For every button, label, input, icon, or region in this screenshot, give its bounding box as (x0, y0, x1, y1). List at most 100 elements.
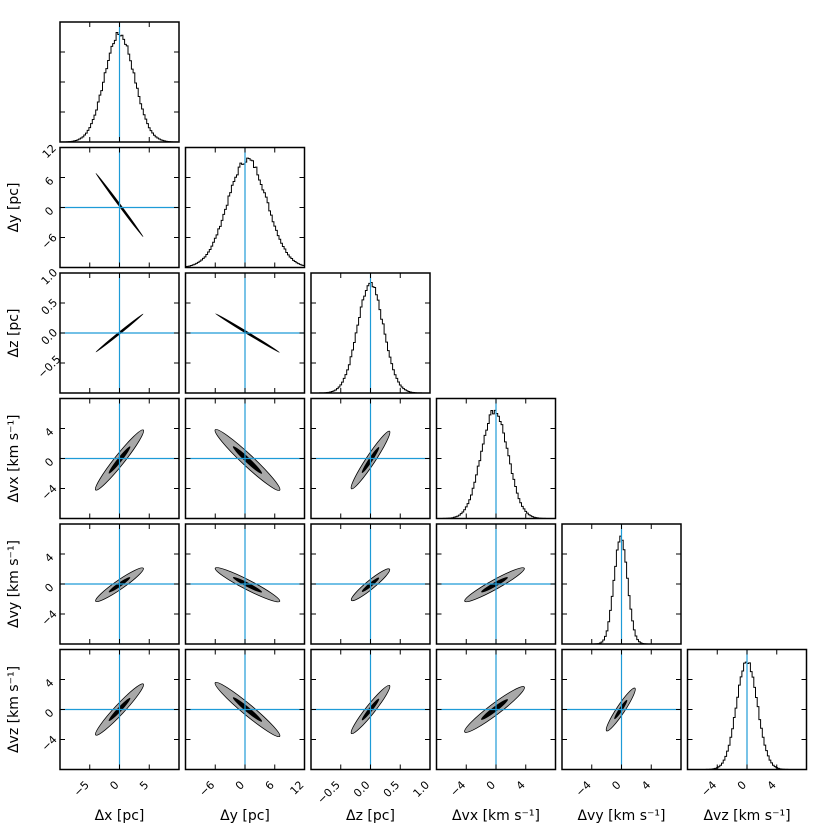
panel-content (60, 649, 179, 770)
panel-content (185, 524, 305, 644)
panel-dvz-dvy (561, 648, 682, 771)
y-tick-label: −4 (39, 733, 60, 754)
panel-dz-dy (184, 272, 306, 394)
x-tick-label: 0 (233, 778, 247, 792)
x-tick-label: 0.0 (351, 778, 373, 800)
y-tick-label: 0 (42, 581, 56, 595)
panel-dvz-dx (59, 648, 180, 771)
panel-dvx-dvx (435, 397, 557, 520)
panel-dvz-dvx (435, 648, 557, 771)
panel-frame (435, 523, 557, 645)
x-axis-label-dy: Δy [pc] (220, 808, 270, 824)
panel-frame (686, 648, 808, 771)
panel-dvz-dvz (686, 648, 808, 771)
panel-dvx-dx (59, 397, 180, 520)
panel-dz-dx (59, 272, 180, 394)
y-tick-label: 0.5 (39, 296, 61, 318)
panel-frame (184, 146, 306, 269)
panel-frame (435, 648, 557, 771)
panel-dy-dx (59, 146, 180, 269)
panel-dvx-dz (310, 397, 431, 520)
panel-content (60, 524, 179, 644)
panel-dvz-dz (310, 648, 431, 771)
y-tick-label: 4 (42, 425, 56, 439)
y-tick-label: 0.0 (39, 326, 61, 348)
x-tick-label: 4 (639, 778, 653, 792)
y-tick-label: −0.5 (35, 353, 63, 381)
panel-frame (59, 648, 180, 771)
y-axis-label-dz: Δz [pc] (6, 309, 22, 358)
x-tick-label: 0 (484, 778, 498, 792)
y-tick-label: 1.0 (39, 266, 61, 288)
y-axis-label-dy: Δy [pc] (6, 183, 22, 233)
panel-frame (59, 397, 180, 520)
panel-content (436, 398, 556, 519)
x-tick-label: −4 (448, 778, 469, 799)
panel-content (60, 22, 179, 142)
x-axis-label-dvx: Δvx [km s⁻¹] (452, 808, 540, 824)
x-tick-label: 4 (765, 778, 779, 792)
panel-frame (310, 648, 431, 771)
panel-frame (59, 21, 180, 143)
y-tick-label: 12 (40, 142, 59, 161)
panel-frame (310, 523, 431, 645)
panel-dvy-dvx (435, 523, 557, 645)
panel-content (60, 147, 179, 268)
panel-dvz-dy (184, 648, 306, 771)
x-axis-label-dx: Δx [pc] (95, 808, 145, 824)
y-tick-label: 0 (42, 706, 56, 720)
y-tick-label: 4 (42, 676, 56, 690)
panel-dy-dy (184, 146, 306, 269)
y-tick-label: 0 (42, 455, 56, 469)
x-tick-label: 0 (609, 778, 623, 792)
y-tick-label: 0 (42, 204, 56, 218)
panel-content (185, 273, 305, 393)
x-tick-label: 6 (263, 778, 277, 792)
y-tick-label: −4 (39, 482, 60, 503)
contour-inner-dvy-dvx (481, 577, 508, 593)
panel-content (185, 147, 305, 268)
contour-inner-dvy-dy (232, 577, 263, 593)
panel-frame (310, 272, 431, 394)
panel-dx-dx (59, 21, 180, 143)
panel-dvy-dy (184, 523, 306, 645)
panel-content (436, 524, 556, 644)
panel-content (562, 649, 681, 770)
y-tick-label: −4 (39, 608, 60, 629)
x-tick-label: 0 (107, 778, 121, 792)
x-tick-label: 0 (735, 778, 749, 792)
panel-frame (184, 397, 306, 520)
panel-content (60, 398, 179, 519)
x-tick-label: −4 (573, 778, 594, 799)
y-tick-label: 4 (42, 551, 56, 565)
x-tick-label: 5 (137, 778, 151, 792)
x-axis-label-dz: Δz [pc] (346, 808, 395, 824)
panel-frame (435, 397, 557, 520)
panel-frame (184, 648, 306, 771)
panel-content (311, 273, 430, 393)
panel-content (311, 398, 430, 519)
x-tick-label: 4 (514, 778, 528, 792)
x-tick-label: 0.5 (381, 778, 403, 800)
panel-dz-dz (310, 272, 431, 394)
x-tick-label: −6 (197, 778, 218, 799)
panel-dvy-dx (59, 523, 180, 645)
y-axis-label-dvy: Δvy [km s⁻¹] (6, 540, 22, 628)
x-tick-label: 1.0 (411, 778, 433, 800)
y-tick-label: −6 (39, 231, 60, 252)
x-axis-label-dvy: Δvy [km s⁻¹] (577, 808, 665, 824)
panel-frame (310, 397, 431, 520)
panel-content (311, 649, 430, 770)
panel-dvy-dz (310, 523, 431, 645)
y-tick-label: 6 (42, 174, 56, 188)
panel-frame (184, 523, 306, 645)
panel-frame (561, 523, 682, 645)
panel-frame (59, 523, 180, 645)
x-tick-label: −5 (71, 778, 92, 799)
contour-inner-dvx-dy (232, 446, 263, 474)
x-tick-label: −4 (699, 778, 720, 799)
panel-frame (561, 648, 682, 771)
panel-frame (184, 272, 306, 394)
panel-content (60, 273, 179, 393)
